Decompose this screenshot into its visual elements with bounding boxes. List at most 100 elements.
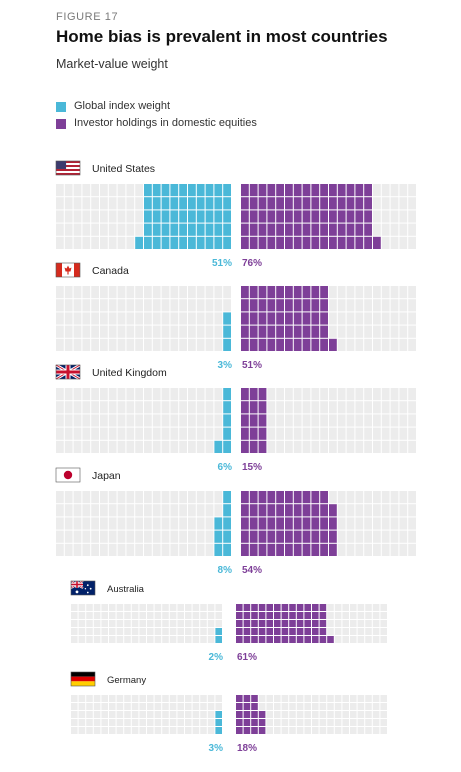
united-kingdom-global-empty-cell [56, 440, 64, 453]
australia-global-empty-cell [124, 620, 131, 627]
germany-domestic-empty-cell [350, 703, 357, 710]
japan-domestic-filled-cell [320, 504, 328, 517]
canada-global-empty-cell [144, 286, 152, 299]
united-states-domestic-filled-cell [293, 184, 302, 197]
germany-domestic-filled-cell [236, 719, 243, 726]
japan-global-empty-cell [179, 491, 187, 504]
australia-domestic-filled-cell [304, 628, 311, 635]
japan-domestic-filled-cell [258, 491, 267, 504]
germany-domestic-empty-cell [274, 695, 281, 702]
canada-domestic-empty-cell [355, 286, 364, 299]
united-states-global-empty-cell [64, 223, 73, 236]
canada-domestic-filled-cell [293, 286, 302, 299]
germany-global-empty-cell [131, 719, 139, 726]
japan-global-empty-cell [100, 530, 108, 543]
canada-domestic-filled-cell [311, 338, 320, 351]
united-states-domestic-filled-cell [346, 197, 355, 210]
united-states-domestic-filled-cell [329, 236, 337, 249]
germany-domestic-filled-cell [236, 711, 243, 718]
germany-domestic-filled-cell [243, 719, 251, 726]
united-states-global-empty-cell [100, 210, 108, 223]
united-states-domestic-filled-cell [346, 223, 355, 236]
japan-global-empty-cell [91, 491, 99, 504]
germany-global-empty-cell [162, 703, 169, 710]
japan-global-empty-cell [196, 530, 205, 543]
japan-domestic-empty-cell [373, 491, 381, 504]
australia-domestic-filled-cell [251, 628, 258, 635]
germany-global-empty-cell [200, 703, 207, 710]
germany-domestic-empty-cell [289, 703, 296, 710]
united-states-global-empty-cell [82, 197, 91, 210]
canada-domestic-empty-cell [399, 299, 408, 312]
canada-domestic-empty-cell [346, 286, 355, 299]
germany-global-empty-cell [131, 727, 139, 734]
japan-global-empty-cell [144, 504, 152, 517]
canada-global-empty-cell [64, 338, 73, 351]
germany-global-empty-cell [177, 719, 184, 726]
germany-global-empty-cell [71, 719, 78, 726]
germany-global-empty-cell [93, 711, 101, 718]
canada-domestic-empty-cell [390, 338, 399, 351]
australia-domestic-filled-cell [296, 620, 304, 627]
germany-global-empty-cell [124, 711, 131, 718]
australia-domestic-empty-cell [357, 628, 365, 635]
canada-domestic-filled-cell [320, 312, 328, 325]
canada-global-empty-cell [196, 299, 205, 312]
japan-domestic-empty-cell [399, 517, 408, 530]
japan-domestic-empty-cell [355, 530, 364, 543]
japan-global-empty-cell [108, 530, 117, 543]
australia-domestic-filled-cell [304, 636, 311, 643]
united-kingdom-global-empty-cell [117, 427, 126, 440]
united-kingdom-global-empty-cell [73, 427, 82, 440]
japan-global-empty-cell [205, 491, 214, 504]
canada-global-empty-cell [161, 286, 170, 299]
united-kingdom-domestic-empty-cell [364, 401, 372, 414]
australia-domestic-filled-cell [281, 612, 289, 619]
australia-global-empty-cell [139, 604, 146, 611]
united-states-domestic-empty-cell [381, 184, 390, 197]
united-kingdom-domestic-empty-cell [381, 427, 390, 440]
canada-domestic-empty-cell [337, 325, 346, 338]
canada-global-empty-cell [82, 312, 91, 325]
united-kingdom-global-empty-cell [100, 427, 108, 440]
germany-global-empty-cell [162, 695, 169, 702]
canada-domestic-empty-cell [373, 338, 381, 351]
japan-domestic-empty-cell [364, 517, 372, 530]
germany-flag [70, 671, 96, 687]
united-kingdom-domestic-empty-cell [346, 440, 355, 453]
germany-global-empty-cell [101, 695, 108, 702]
germany-domestic-empty-cell [342, 711, 349, 718]
united-kingdom-domestic-empty-cell [302, 388, 311, 401]
japan-global-empty-cell [126, 504, 135, 517]
united-kingdom-global-empty-cell [152, 427, 161, 440]
united-kingdom-global-empty-cell [117, 414, 126, 427]
germany-domestic-empty-cell [334, 711, 342, 718]
australia-global-empty-cell [93, 620, 101, 627]
australia-global-empty-cell [185, 604, 192, 611]
canada-domestic-empty-cell [390, 299, 399, 312]
united-kingdom-domestic-empty-cell [267, 414, 276, 427]
united-states-domestic-filled-cell [337, 197, 346, 210]
australia-global-empty-cell [192, 612, 200, 619]
united-states-domestic-filled-cell [337, 236, 346, 249]
japan-global-empty-cell [117, 530, 126, 543]
domestic-pct-label-germany: 18% [237, 743, 257, 754]
united-states-global-empty-cell [108, 184, 117, 197]
united-kingdom-domestic-empty-cell [390, 440, 399, 453]
australia-global-empty-cell [154, 628, 162, 635]
united-states-global-filled-cell [144, 223, 152, 236]
united-states-global-empty-cell [64, 184, 73, 197]
united-kingdom-global-empty-cell [179, 388, 187, 401]
germany-global-empty-cell [169, 695, 177, 702]
united-kingdom-global-empty-cell [135, 427, 143, 440]
canada-domestic-empty-cell [408, 325, 416, 338]
united-kingdom-domestic-empty-cell [302, 427, 311, 440]
united-states-domestic-filled-cell [293, 197, 302, 210]
canada-global-empty-cell [179, 325, 187, 338]
global-pct-label-united-kingdom: 6% [218, 462, 233, 473]
united-states-domestic-filled-cell [285, 197, 293, 210]
united-states-global-filled-cell [188, 210, 196, 223]
united-states-global-empty-cell [108, 210, 117, 223]
legend-label-global: Global index weight [74, 100, 171, 112]
